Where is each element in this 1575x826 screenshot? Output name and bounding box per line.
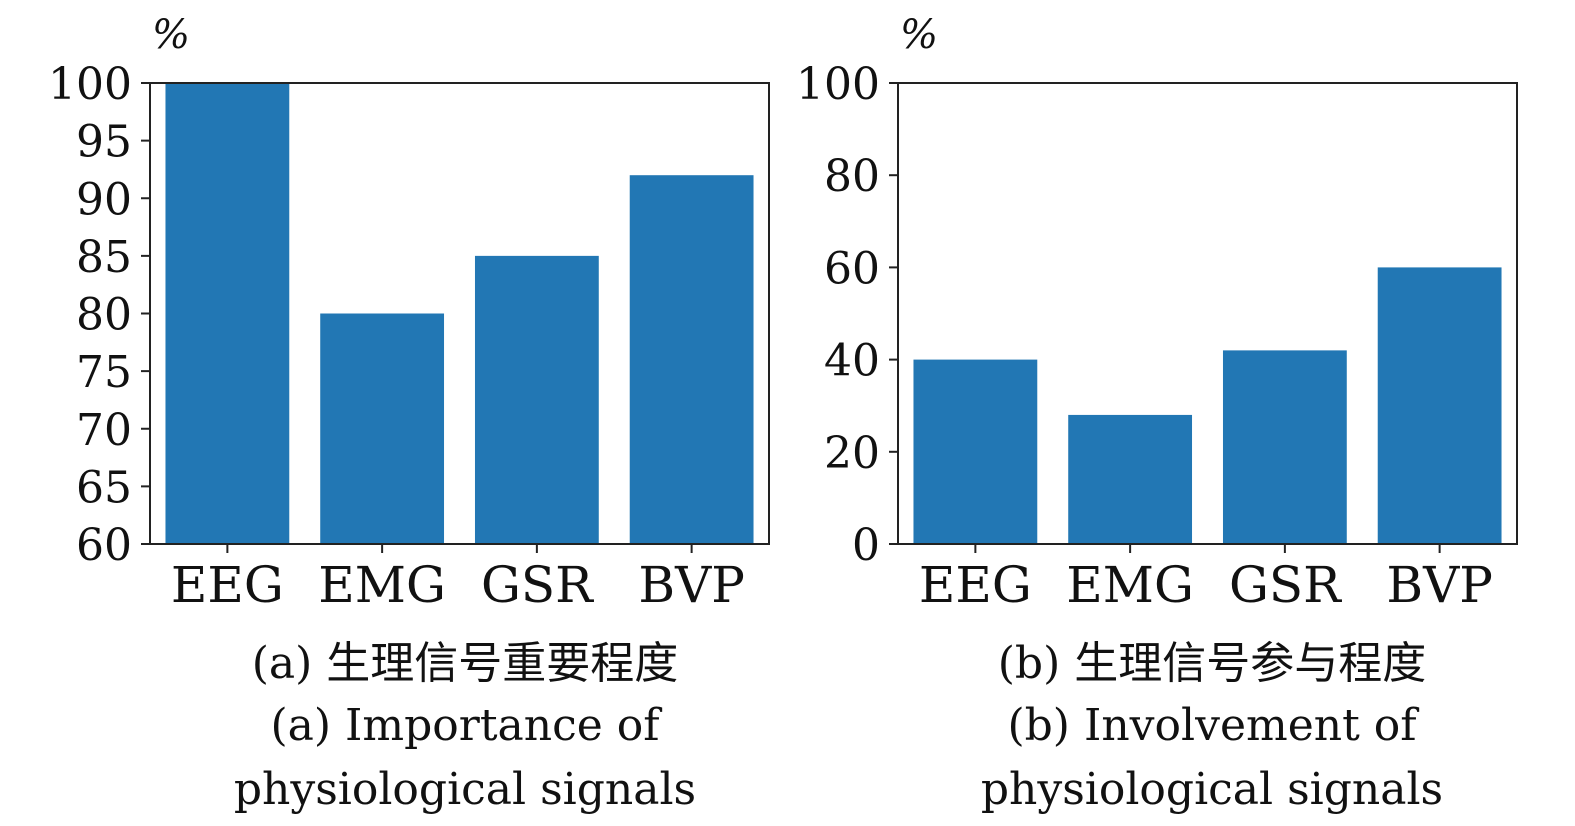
caption-en-line1: (b) Involvement of [1007,700,1419,751]
chart-panel-a: % 60 65 70 75 80 85 90 95 100 EEG EMG GSR BVP (a) 生… [48,12,770,815]
y-axis-ticks: 0 20 40 60 80 100 [796,59,898,571]
bar-bvp [629,175,754,544]
y-tick-label: 70 [76,405,132,456]
x-tick-label-gsr: GSR [1229,556,1342,614]
y-tick-label: 65 [76,462,132,513]
y-tick-label: 60 [824,243,880,294]
y-tick-label: 0 [852,520,880,571]
y-tick-label: 80 [824,151,880,202]
plot-frame [897,82,1518,545]
bar-gsr [1222,350,1347,544]
bar-emg [1068,414,1193,544]
caption-zh: (a) 生理信号重要程度 [252,638,679,689]
bar-emg [320,313,445,544]
chart-panel-b: % 0 20 40 60 80 100 EEG EMG GSR BVP (b) 生理信号参与程度… [796,12,1518,815]
bars-group [913,267,1502,544]
bar-eeg [165,83,290,544]
x-tick-label-emg: EMG [318,556,446,614]
bars-group [165,83,754,544]
bar-bvp [1377,267,1502,544]
y-tick-label: 95 [76,117,132,168]
y-tick-label: 75 [76,347,132,398]
caption-zh: (b) 生理信号参与程度 [998,638,1426,689]
x-axis-ticks: EEG EMG GSR BVP [171,544,745,614]
y-unit-label: % [900,12,938,58]
x-axis-ticks: EEG EMG GSR BVP [919,544,1493,614]
caption-en-line2: physiological signals [234,764,696,815]
y-unit-label: % [152,12,190,58]
bar-eeg [913,359,1038,544]
y-tick-label: 60 [76,520,132,571]
x-tick-label-bvp: BVP [638,556,745,614]
y-tick-label: 85 [76,232,132,283]
y-tick-label: 80 [76,290,132,341]
y-tick-label: 100 [796,59,880,110]
x-tick-label-emg: EMG [1066,556,1194,614]
caption-en-line2: physiological signals [981,764,1443,815]
y-tick-label: 100 [48,59,132,110]
bar-gsr [474,255,599,544]
y-tick-label: 20 [824,428,880,479]
x-tick-label-gsr: GSR [481,556,594,614]
y-tick-label: 90 [76,174,132,225]
x-tick-label-eeg: EEG [919,556,1032,614]
x-tick-label-bvp: BVP [1386,556,1493,614]
caption-en-line1: (a) Importance of [270,700,662,751]
y-axis-ticks: 60 65 70 75 80 85 90 95 100 [48,59,150,571]
plot-frame [149,82,770,545]
y-tick-label: 40 [824,336,880,387]
x-tick-label-eeg: EEG [171,556,284,614]
